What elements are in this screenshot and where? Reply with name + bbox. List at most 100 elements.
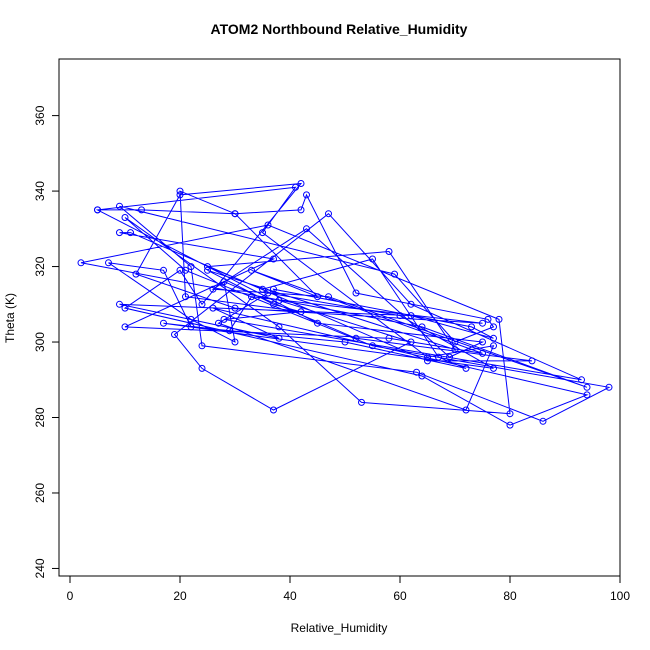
data-point <box>506 410 514 418</box>
data-point <box>418 372 426 380</box>
data-point <box>506 421 514 429</box>
data-point <box>446 353 453 361</box>
data-point <box>479 338 486 346</box>
data-point <box>198 342 206 350</box>
data-point <box>583 383 591 391</box>
data-point <box>198 300 206 308</box>
data-point <box>270 406 277 414</box>
data-point <box>462 364 470 372</box>
data-point <box>385 248 393 255</box>
data-point <box>209 285 217 293</box>
data-point <box>358 398 365 406</box>
data-point <box>264 289 272 297</box>
data-point <box>132 270 140 278</box>
data-point <box>352 334 360 342</box>
data-point <box>121 214 129 221</box>
x-tick-label: 0 <box>67 589 74 603</box>
data-point <box>479 349 486 357</box>
data-point <box>270 255 277 263</box>
data-point <box>391 270 398 278</box>
data-point <box>413 368 420 376</box>
data-point <box>583 391 591 399</box>
y-axis: 240 260 280 300 320 340 360 <box>33 105 60 578</box>
data-point <box>314 319 321 327</box>
data-point <box>385 334 393 342</box>
data-point <box>297 308 305 316</box>
data-point <box>121 323 129 331</box>
data-point <box>490 334 497 342</box>
data-point <box>275 323 283 331</box>
data-point <box>490 323 497 331</box>
data-point <box>176 187 184 195</box>
data-point <box>231 210 239 218</box>
data-point <box>160 266 167 274</box>
data-point <box>270 285 277 293</box>
y-tick-label: 300 <box>33 332 47 352</box>
data-point <box>314 293 321 301</box>
series-layer <box>77 180 613 429</box>
data-point <box>490 364 497 372</box>
data-point <box>369 342 376 350</box>
data-point <box>209 304 217 312</box>
data-point <box>369 255 376 263</box>
data-point <box>187 315 195 323</box>
data-point <box>160 319 167 327</box>
x-axis-label: Relative_Humidity <box>291 621 388 635</box>
x-tick-label: 20 <box>173 589 187 603</box>
data-point <box>127 229 134 237</box>
y-tick-label: 280 <box>33 407 47 427</box>
data-point <box>226 327 233 335</box>
data-point <box>176 191 184 199</box>
data-point <box>187 263 195 271</box>
data-point <box>204 263 211 271</box>
data-point <box>352 289 360 297</box>
y-tick-label: 240 <box>33 558 47 578</box>
data-point <box>325 293 332 301</box>
x-tick-label: 60 <box>393 589 407 603</box>
data-point <box>264 221 272 229</box>
data-point <box>418 323 426 331</box>
data-point <box>292 183 299 191</box>
data-point <box>259 285 266 293</box>
data-point <box>275 334 283 342</box>
data-point <box>270 300 277 308</box>
data-point <box>578 376 585 384</box>
data-point <box>303 191 310 199</box>
x-tick-label: 40 <box>283 589 297 603</box>
data-point <box>182 293 189 301</box>
x-tick-label: 80 <box>503 589 517 603</box>
data-point <box>248 293 255 301</box>
data-point <box>484 315 492 323</box>
data-point <box>490 342 497 350</box>
data-point <box>176 266 184 274</box>
data-point <box>77 259 85 267</box>
data-point <box>407 312 415 320</box>
series-line <box>80 182 611 426</box>
data-point <box>220 278 228 286</box>
y-tick-label: 260 <box>33 483 47 503</box>
data-point <box>435 353 442 361</box>
data-point <box>204 266 211 274</box>
y-tick-label: 340 <box>33 181 47 201</box>
data-point <box>297 180 305 187</box>
y-axis-label: Theta (K) <box>3 293 17 343</box>
data-point <box>325 210 332 218</box>
data-point <box>468 323 475 331</box>
data-point <box>605 383 613 391</box>
data-point <box>248 266 255 274</box>
data-point <box>259 229 266 237</box>
data-point <box>341 338 349 346</box>
data-point <box>495 315 503 323</box>
data-point <box>424 353 431 361</box>
data-point <box>220 315 228 323</box>
x-tick-label: 100 <box>610 589 630 603</box>
data-point <box>462 406 470 414</box>
data-point <box>407 300 415 308</box>
data-point <box>94 206 101 214</box>
plot-frame <box>58 58 621 577</box>
data-point <box>138 206 145 214</box>
data-point <box>424 357 431 365</box>
data-point <box>116 300 123 308</box>
chart-title: ATOM2 Northbound Relative_Humidity <box>211 21 468 37</box>
data-point <box>297 206 305 214</box>
